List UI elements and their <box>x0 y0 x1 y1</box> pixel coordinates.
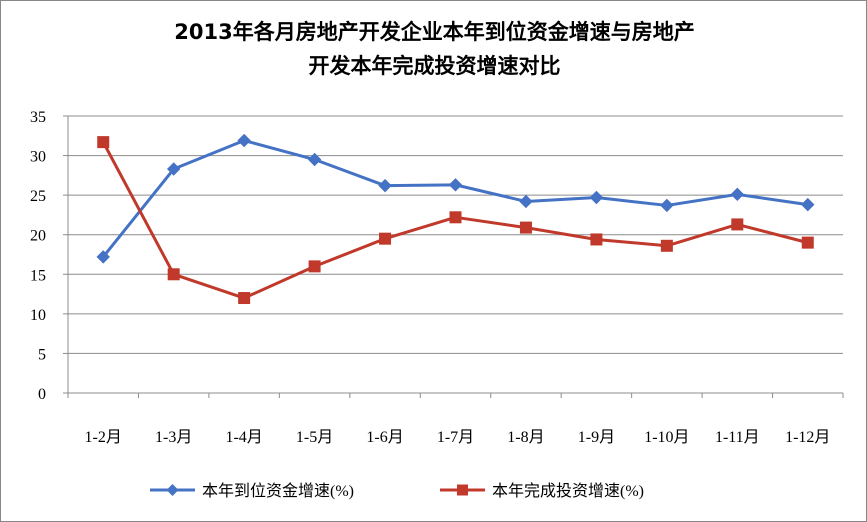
x-tick-label: 1-10月 <box>644 429 689 446</box>
chart-title: 2013年各月房地产开发企业本年到位资金增速与房地产 开发本年完成投资增速对比 <box>1 15 867 83</box>
x-tick-label: 1-7月 <box>437 429 474 446</box>
series-1-point <box>801 197 815 212</box>
y-tick-label: 0 <box>38 386 46 403</box>
series-1-point <box>589 190 604 205</box>
legend-marker-diamond <box>166 484 179 496</box>
series-1-point <box>730 187 745 202</box>
legend-label-2: 本年完成投资增速(%) <box>492 482 644 500</box>
y-tick-label: 15 <box>30 267 46 284</box>
x-tick-label: 1-2月 <box>85 429 122 446</box>
series-2-point <box>519 221 532 234</box>
series-1-point <box>237 133 251 148</box>
series-2-point <box>238 292 251 305</box>
series-2-point <box>449 211 462 224</box>
series-1-point <box>448 178 463 192</box>
series-1-point <box>166 162 181 176</box>
series-1-point <box>519 194 533 209</box>
x-tick-label: 1-3月 <box>155 429 192 446</box>
series-2-point <box>660 239 673 252</box>
x-tick-label: 1-5月 <box>296 429 333 446</box>
series-1-point <box>307 152 322 167</box>
y-tick-label: 20 <box>30 228 46 245</box>
y-tick-label: 10 <box>30 307 46 324</box>
series-2-point <box>97 136 110 149</box>
series-2-point <box>308 260 321 273</box>
chart-title-line1: 2013年各月房地产开发企业本年到位资金增速与房地产 <box>174 20 695 44</box>
x-tick-label: 1-11月 <box>715 429 760 446</box>
series-1-point <box>96 250 110 264</box>
y-tick-label: 5 <box>38 346 46 363</box>
series-line-1 <box>102 139 808 258</box>
series-2-point <box>379 232 392 245</box>
y-tick-label: 30 <box>30 149 46 166</box>
x-tick-label: 1-9月 <box>578 429 615 446</box>
legend-marker-square <box>457 484 468 496</box>
series-2-point <box>801 236 814 249</box>
x-tick-label: 1-12月 <box>785 429 830 446</box>
series-1-point <box>378 178 392 193</box>
y-tick-label: 25 <box>30 188 46 205</box>
legend-label-1: 本年到位资金增速(%) <box>202 482 354 500</box>
x-tick-label: 1-6月 <box>366 429 403 446</box>
x-tick-label: 1-4月 <box>225 429 262 446</box>
series-1-point <box>660 198 674 213</box>
x-tick-label: 1-8月 <box>507 429 544 446</box>
chart-title-line2: 开发本年完成投资增速对比 <box>308 54 561 78</box>
series-2-point <box>731 218 744 231</box>
y-tick-label: 35 <box>30 109 46 126</box>
series-2-point <box>590 233 603 246</box>
series-2-point <box>167 268 180 281</box>
